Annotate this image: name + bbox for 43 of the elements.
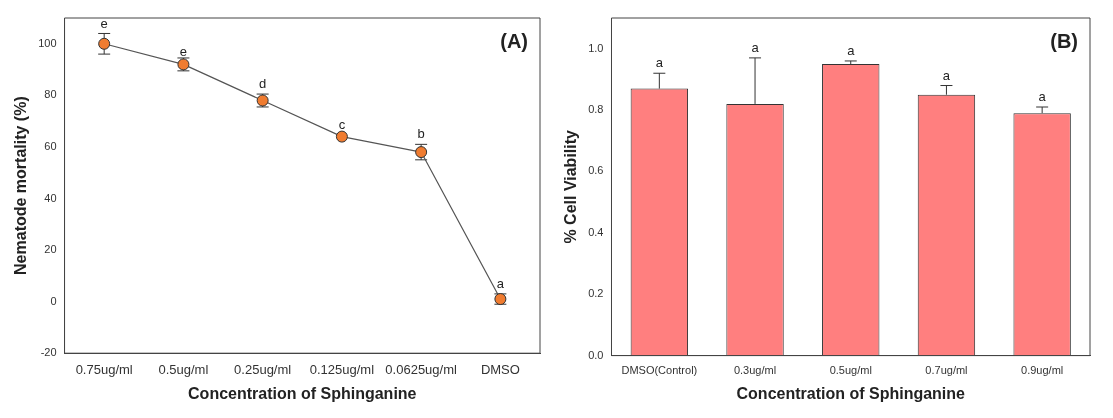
y-tick-label: 40 bbox=[44, 191, 57, 204]
y-tick-label: 0.0 bbox=[588, 348, 604, 361]
y-axis-title: % Cell Viability bbox=[562, 129, 580, 244]
annotation: a bbox=[655, 55, 664, 71]
y-tick-label: 0 bbox=[50, 294, 57, 307]
annotation: d bbox=[259, 76, 267, 92]
y-tick-label: 0.2 bbox=[588, 287, 604, 300]
annotation: a bbox=[751, 39, 760, 55]
y-tick-label: 80 bbox=[44, 88, 57, 101]
y-tick-label: 1.0 bbox=[588, 41, 604, 54]
annotation: a bbox=[496, 275, 505, 291]
y-axis-title: Nematode mortality (%) bbox=[12, 96, 30, 275]
point bbox=[335, 130, 348, 143]
annotation: e bbox=[100, 15, 108, 31]
x-tick-label: 0.125ug/ml bbox=[309, 361, 375, 377]
x-tick-label: DMSO bbox=[480, 361, 520, 377]
x-tick-label: 0.0625ug/ml bbox=[385, 361, 458, 377]
x-tick-label: 0.5ug/ml bbox=[158, 361, 209, 377]
annotation: c bbox=[338, 117, 346, 133]
point bbox=[98, 37, 111, 50]
x-tick-label: DMSO(Control) bbox=[621, 364, 698, 377]
y-tick-label: 0.8 bbox=[588, 103, 604, 116]
x-tick-label: 0.25ug/ml bbox=[234, 361, 292, 377]
y-tick-label: 60 bbox=[44, 139, 57, 152]
x-axis-title: Concentration of Sphinganine bbox=[188, 384, 417, 402]
annotation: a bbox=[847, 43, 856, 59]
x-tick-label: 0.5ug/ml bbox=[829, 364, 872, 377]
x-tick-label: 0.75ug/ml bbox=[75, 361, 133, 377]
y-tick-label: 0.6 bbox=[588, 164, 604, 177]
annotation: b bbox=[417, 126, 425, 142]
y-tick-label: 0.4 bbox=[588, 225, 604, 238]
y-tick-label: 100 bbox=[38, 36, 57, 49]
x-tick-label: 0.7ug/ml bbox=[925, 364, 968, 377]
y-tick-label: 20 bbox=[44, 243, 57, 256]
x-axis-title: Concentration of Sphinganine bbox=[736, 384, 966, 402]
annotation: (B) bbox=[1050, 29, 1078, 52]
annotation: a bbox=[942, 67, 951, 83]
x-tick-label: 0.9ug/ml bbox=[1021, 364, 1064, 377]
y-tick-label: -20 bbox=[40, 346, 57, 359]
annotation: (A) bbox=[500, 29, 528, 52]
annotation: e bbox=[179, 43, 188, 59]
x-tick-label: 0.3ug/ml bbox=[733, 364, 777, 377]
annotation: a bbox=[1038, 89, 1047, 105]
